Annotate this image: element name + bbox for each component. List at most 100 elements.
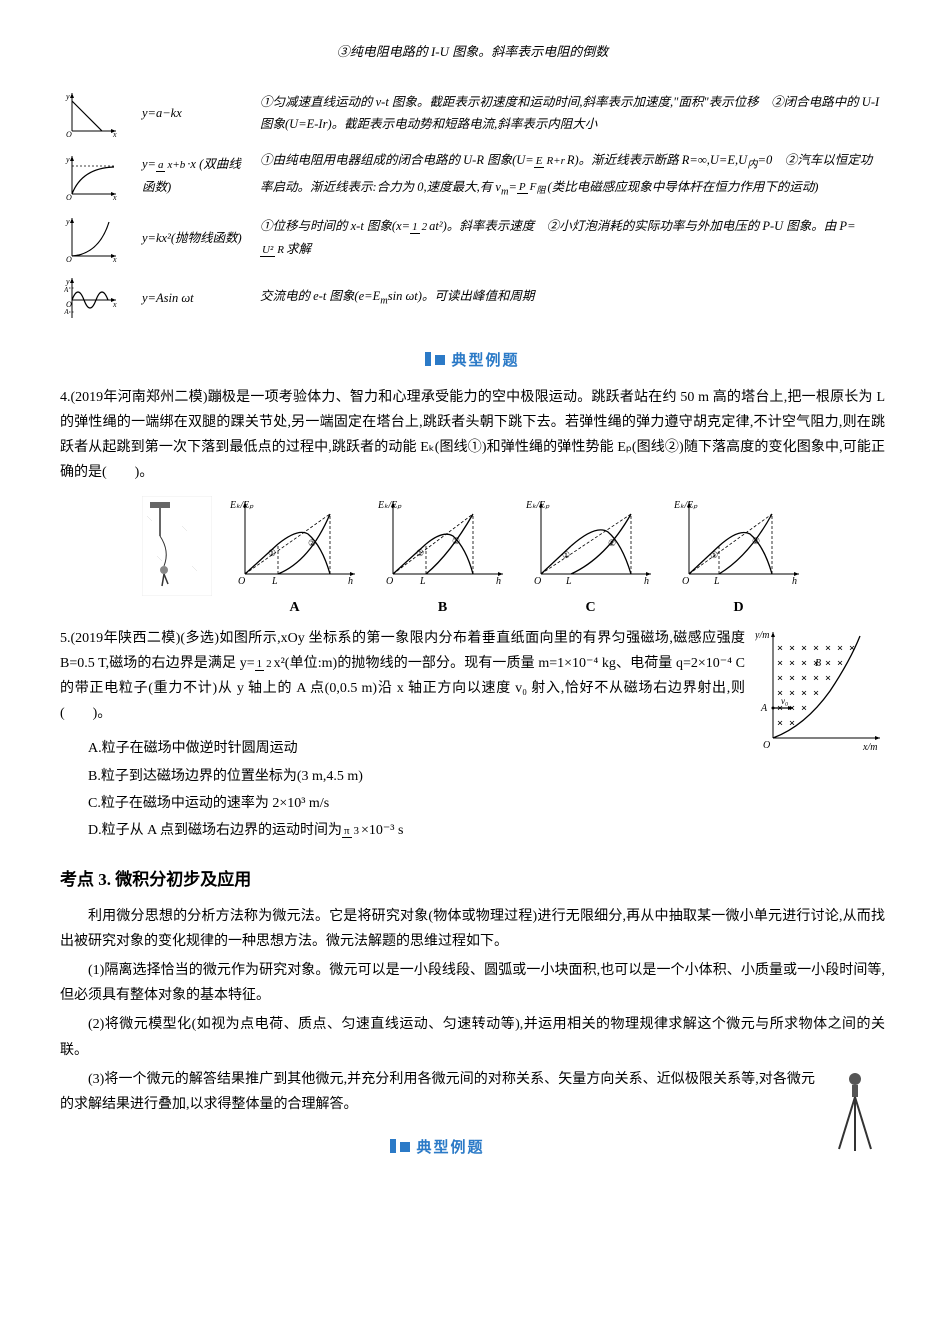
svg-text:×: ×	[837, 643, 843, 654]
svg-text:×: ×	[825, 673, 831, 684]
problem-4-text: 4.(2019年河南郑州二模)蹦极是一项考验体力、智力和心理承受能力的空中极限运…	[60, 385, 885, 486]
svg-text:L: L	[713, 576, 720, 586]
kd3-p1: 利用微分思想的分析方法称为微元法。它是将研究对象(物体或物理过程)进行无限细分,…	[60, 904, 885, 954]
choice-a-label: A	[230, 595, 360, 620]
svg-text:h: h	[792, 576, 797, 586]
svg-text:O: O	[682, 576, 689, 586]
top-note: ③纯电阻电路的 I-U 图象。斜率表示电阻的倒数	[60, 40, 885, 63]
tripod-illustration-icon	[825, 1067, 885, 1157]
svg-text:Eₖ/Eₚ: Eₖ/Eₚ	[526, 500, 550, 511]
svg-text:×: ×	[801, 658, 807, 669]
svg-text:v₀: v₀	[781, 696, 788, 706]
svg-text:x/m: x/m	[862, 742, 877, 753]
svg-text:y/m: y/m	[755, 630, 769, 641]
svg-text:y: y	[65, 217, 70, 226]
svg-text:×: ×	[777, 718, 783, 729]
svg-text:h: h	[348, 576, 353, 586]
svg-text:×: ×	[837, 658, 843, 669]
svg-text:x: x	[112, 255, 117, 262]
choice-c-label: C	[526, 595, 656, 620]
svg-text:×: ×	[801, 688, 807, 699]
graph-parabola-icon: y x O	[64, 214, 119, 262]
svg-text:×: ×	[789, 643, 795, 654]
svg-text:×: ×	[777, 658, 783, 669]
svg-text:O: O	[66, 193, 72, 200]
fn-row-3: y x O y=kx²(抛物线函数) ①位移与时间的 x-t 图象(x=12at…	[60, 208, 885, 268]
svg-text:×: ×	[825, 643, 831, 654]
problem-5-opt-b: B.粒子到达磁场边界的位置坐标为(3 m,4.5 m)	[88, 764, 885, 789]
choice-d-label: D	[674, 595, 804, 620]
svg-text:×: ×	[789, 658, 795, 669]
svg-text:①: ①	[710, 550, 718, 560]
fn-desc-3: ①位移与时间的 x-t 图象(x=12at²)。斜率表示速度 ②小灯泡消耗的实际…	[256, 208, 885, 268]
kd3-title: 考点 3. 微积分初步及应用	[60, 865, 885, 896]
section-label-2: 典型例题	[60, 1135, 885, 1162]
svg-text:O: O	[763, 740, 770, 751]
svg-text:×: ×	[825, 658, 831, 669]
fn-eq-3: y=kx²(抛物线函数)	[138, 208, 256, 268]
svg-text:×: ×	[849, 643, 855, 654]
svg-text:O: O	[534, 576, 541, 586]
svg-text:×: ×	[777, 673, 783, 684]
bungee-illustration-icon	[142, 496, 212, 596]
problem-5-opt-c: C.粒子在磁场中运动的速率为 2×10³ m/s	[88, 791, 885, 816]
svg-text:②: ②	[452, 536, 460, 546]
svg-text:×: ×	[789, 673, 795, 684]
svg-text:Eₖ/Eₚ: Eₖ/Eₚ	[378, 500, 402, 511]
section-label-2-text: 典型例题	[416, 1140, 484, 1156]
svg-text:L: L	[271, 576, 278, 586]
svg-text:①: ①	[416, 548, 424, 558]
svg-text:×: ×	[789, 718, 795, 729]
choice-b-graph: Eₖ/Eₚ h O L ① ② B	[378, 496, 508, 606]
svg-text:y: y	[65, 155, 70, 164]
svg-text:②: ②	[752, 536, 760, 546]
svg-text:h: h	[496, 576, 501, 586]
problem-5-figure: y/m x/m O A ××××××× ×××××× ××××× ×××× ××…	[755, 626, 885, 756]
svg-text:O: O	[66, 255, 72, 262]
svg-text:A: A	[760, 703, 768, 714]
svg-text:②: ②	[308, 538, 316, 548]
svg-text:A: A	[64, 286, 69, 294]
kd3-p3: (2)将微元模型化(如视为点电荷、质点、匀速直线运动、匀速转动等),并运用相关的…	[60, 1012, 885, 1062]
problem-4-choices: Eₖ/Eₚ h O L ① ② A Eₖ/Eₚ h O L	[60, 496, 885, 606]
svg-text:y: y	[65, 277, 70, 286]
fn-desc-4: 交流电的 e-t 图象(e=Emsin ωt)。可读出峰值和周期	[256, 268, 885, 328]
svg-text:×: ×	[801, 643, 807, 654]
fn-row-2: y x O y=ax+b·x (双曲线函数) ①由纯电阻用电器组成的闭合电路的 …	[60, 143, 885, 208]
choice-a-graph: Eₖ/Eₚ h O L ① ② A	[230, 496, 360, 606]
svg-text:Eₖ/Eₚ: Eₖ/Eₚ	[674, 500, 698, 511]
svg-text:-A: -A	[64, 308, 69, 316]
fn-row-4: y x O A -A y=Asin ωt 交流电的 e-t 图象(e=Emsin…	[60, 268, 885, 328]
svg-text:x: x	[112, 130, 117, 137]
choice-c-graph: Eₖ/Eₚ h O L ① ② C	[526, 496, 656, 606]
svg-text:×: ×	[813, 643, 819, 654]
choice-b-label: B	[378, 595, 508, 620]
fn-eq-4: y=Asin ωt	[138, 268, 256, 328]
problem-5-opt-d: D.粒子从 A 点到磁场右边界的运动时间为π3×10⁻³ s	[88, 818, 885, 843]
svg-text:L: L	[419, 576, 426, 586]
graph-saturating-icon: y x O	[64, 152, 119, 200]
fn-eq-1: y=a−kx	[138, 83, 256, 143]
svg-text:x: x	[112, 300, 117, 309]
svg-text:②: ②	[608, 538, 616, 548]
svg-text:①: ①	[562, 550, 570, 560]
fn-desc-2: ①由纯电阻用电器组成的闭合电路的 U-R 图象(U=ER+rR)。渐近线表示断路…	[256, 143, 885, 208]
svg-text:×: ×	[801, 673, 807, 684]
graph-linear-down-icon: y x O	[64, 89, 119, 137]
section-label-1: 典型例题	[60, 348, 885, 375]
svg-text:B: B	[815, 658, 821, 669]
svg-text:y: y	[65, 92, 70, 101]
graph-sine-icon: y x O A -A	[64, 274, 119, 322]
svg-text:O: O	[238, 576, 245, 586]
svg-text:h: h	[644, 576, 649, 586]
kd3-p4: (3)将一个微元的解答结果推广到其他微元,并充分利用各微元间的对称关系、矢量方向…	[60, 1067, 885, 1117]
svg-text:O: O	[386, 576, 393, 586]
function-type-table: y x O y=a−kx ①匀减速直线运动的 v-t 图象。截距表示初速度和运动…	[60, 83, 885, 328]
choice-d-graph: Eₖ/Eₚ h O L ① ② D	[674, 496, 804, 606]
svg-text:×: ×	[789, 688, 795, 699]
kd3-p2: (1)隔离选择恰当的微元作为研究对象。微元可以是一小段线段、圆弧或一小块面积,也…	[60, 958, 885, 1008]
section-label-1-text: 典型例题	[451, 353, 519, 369]
svg-text:x: x	[112, 193, 117, 200]
svg-text:×: ×	[813, 688, 819, 699]
fn-row-1: y x O y=a−kx ①匀减速直线运动的 v-t 图象。截距表示初速度和运动…	[60, 83, 885, 143]
